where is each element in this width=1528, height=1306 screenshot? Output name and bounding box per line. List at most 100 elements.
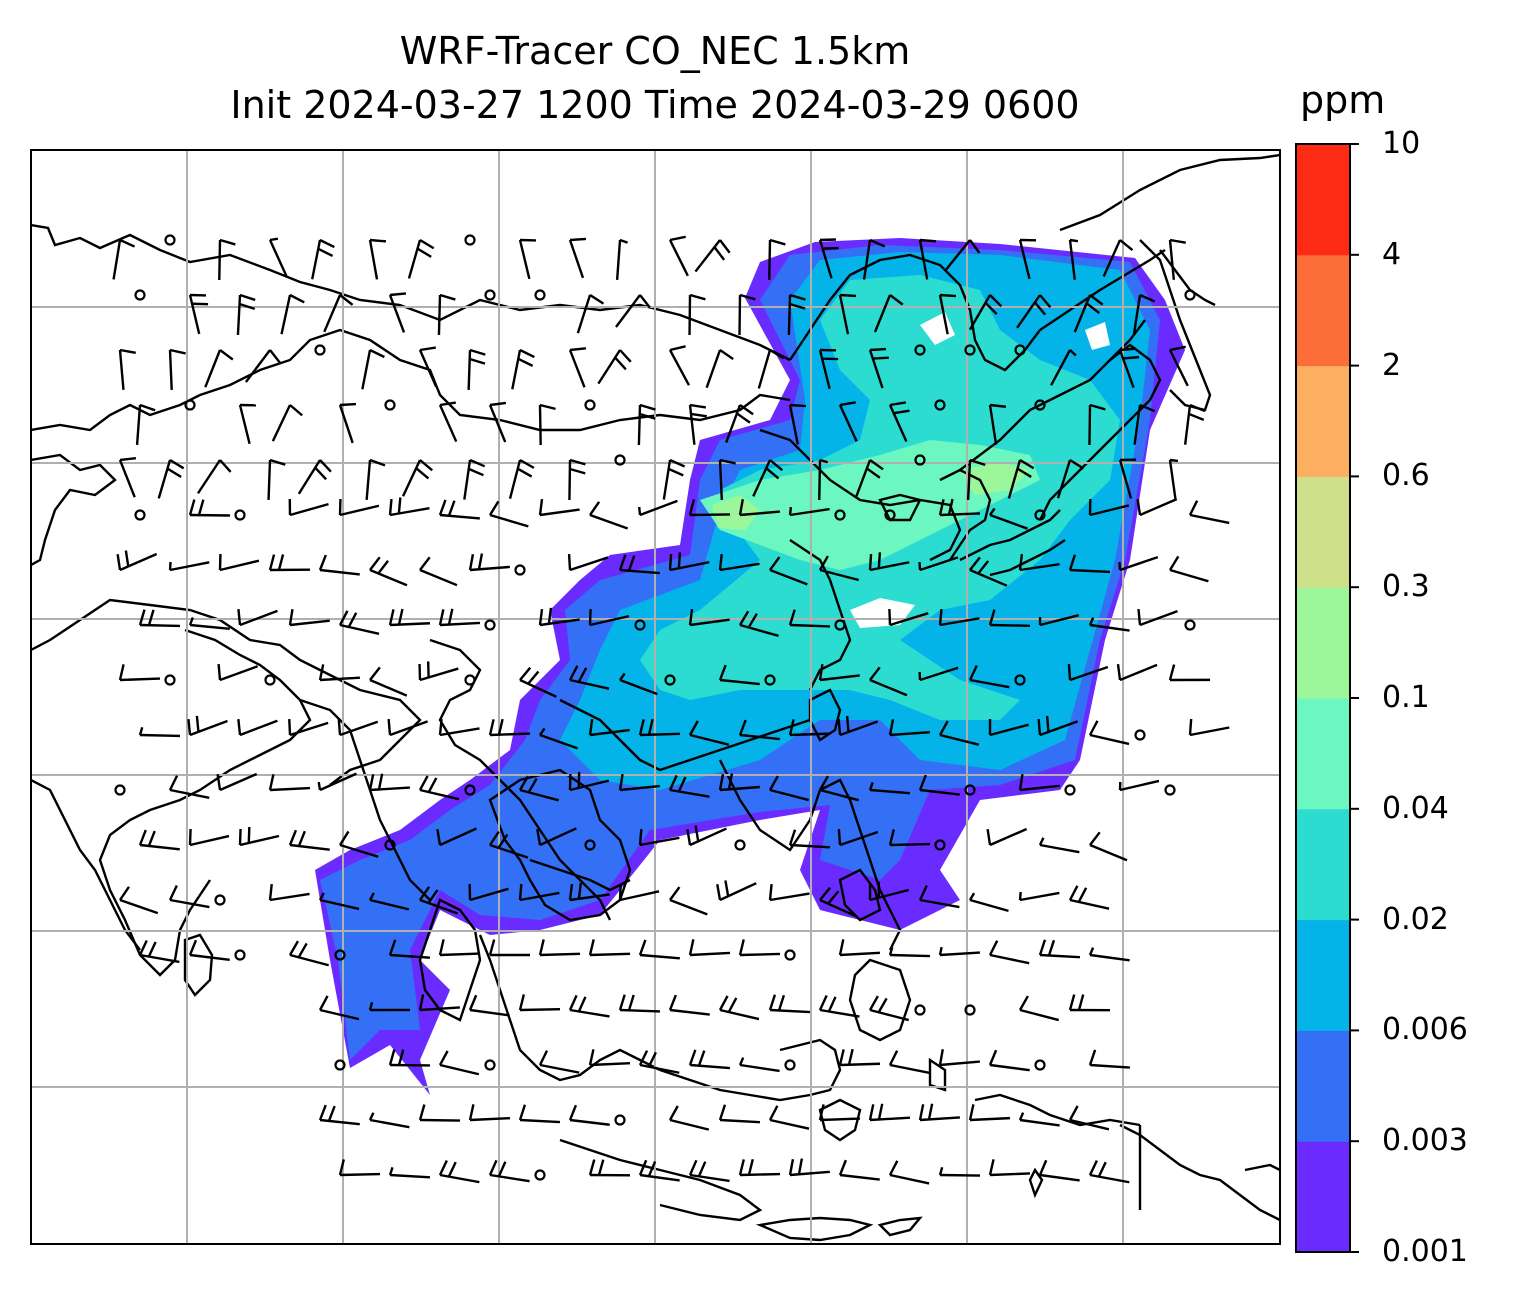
- colorbar: [1295, 143, 1359, 1253]
- wind-barb: [238, 826, 280, 847]
- wind-barb: [539, 727, 579, 750]
- wind-barb: [694, 239, 731, 273]
- wind-barb: [1016, 294, 1052, 329]
- wind-barb: [818, 1104, 861, 1122]
- wind-barb: [365, 458, 386, 500]
- wind-barb: [138, 829, 180, 851]
- calm-wind-marker: [884, 509, 896, 521]
- wind-barb: [323, 294, 354, 333]
- wind-barb: [1168, 238, 1186, 280]
- wind-barb: [615, 238, 628, 280]
- wind-barb: [668, 235, 689, 277]
- wind-barb: [418, 775, 460, 801]
- wind-barb: [407, 238, 435, 279]
- wind-barb: [768, 775, 810, 802]
- colorbar-tick-label: 0.006: [1382, 1012, 1468, 1048]
- colorbar-swatch: [1296, 254, 1350, 367]
- wind-barb: [188, 939, 230, 961]
- wind-barb: [854, 459, 884, 498]
- wind-barb: [988, 403, 1007, 445]
- map-content: [31, 150, 1280, 1244]
- wind-barb: [388, 292, 407, 333]
- wind-barb: [288, 940, 329, 967]
- wind-barb: [1168, 555, 1209, 583]
- wind-barb: [638, 939, 680, 960]
- wind-barb: [338, 402, 357, 444]
- wind-barb: [311, 238, 335, 280]
- wind-barb: [938, 608, 980, 627]
- wind-barb: [1038, 939, 1081, 959]
- colorbar-tick-label: 0.02: [1382, 901, 1449, 937]
- colorbar-tick-label: 4: [1382, 236, 1402, 272]
- wind-barb: [738, 1158, 781, 1177]
- wind-barb: [918, 774, 960, 796]
- wind-barb: [438, 608, 481, 627]
- wind-barb: [317, 772, 357, 792]
- wind-barb: [1038, 1159, 1080, 1182]
- colorbar-unit-label: ppm: [1300, 78, 1386, 122]
- wind-barb: [1118, 779, 1160, 792]
- wind-barb: [638, 718, 681, 737]
- wind-barb: [588, 1159, 631, 1177]
- wind-barb: [1037, 715, 1079, 737]
- wind-barb: [1068, 238, 1079, 280]
- wind-barb: [818, 348, 839, 390]
- wind-barb: [568, 882, 610, 902]
- wind-barb: [338, 610, 380, 635]
- wind-barb: [1183, 403, 1206, 445]
- wind-barb: [1056, 458, 1085, 499]
- calm-wind-marker: [384, 839, 396, 851]
- wind-barb: [618, 554, 660, 575]
- wind-barb: [718, 995, 760, 1021]
- wind-barb: [288, 718, 329, 737]
- wind-barb: [769, 556, 808, 586]
- wind-barb: [1088, 498, 1130, 517]
- wind-barb: [538, 939, 581, 957]
- wind-barb: [873, 294, 904, 333]
- wind-barb: [788, 1158, 830, 1177]
- wind-barb: [188, 617, 230, 631]
- wind-barb: [988, 1049, 1030, 1072]
- wind-barb: [588, 1049, 631, 1067]
- wind-barb: [268, 883, 310, 902]
- plume-gap-3: [1085, 322, 1110, 350]
- calm-wind-marker: [914, 454, 926, 466]
- wind-barb: [568, 347, 587, 388]
- calm-wind-marker: [1164, 784, 1176, 796]
- calm-wind-marker: [914, 1004, 926, 1016]
- wind-barb: [818, 775, 859, 802]
- wind-barb: [662, 458, 686, 500]
- wind-barb: [837, 715, 879, 737]
- wind-barb: [318, 1104, 360, 1126]
- colorbar-swatch: [1296, 144, 1350, 256]
- wind-barb: [1088, 1049, 1130, 1069]
- calm-wind-marker: [614, 454, 626, 466]
- wind-barb: [868, 995, 910, 1022]
- colorbar-tick-label: 2: [1382, 347, 1402, 383]
- wind-barb: [738, 719, 780, 741]
- wind-barb: [718, 553, 760, 572]
- wind-barb: [788, 506, 830, 517]
- wind-barb: [436, 827, 477, 847]
- colorbar-swatch: [1296, 587, 1350, 699]
- wind-barb: [1018, 1112, 1060, 1127]
- wind-barb: [438, 1050, 480, 1076]
- wind-barb: [196, 459, 232, 495]
- calm-wind-marker: [384, 399, 396, 411]
- wind-barb: [468, 553, 510, 572]
- wind-barb: [168, 348, 186, 391]
- wind-barb: [518, 994, 561, 1012]
- plume-max-layer: [712, 495, 760, 530]
- wind-barb: [188, 499, 231, 517]
- wind-barb: [1118, 555, 1159, 572]
- wind-barb: [1050, 349, 1077, 386]
- calm-wind-marker: [114, 784, 126, 796]
- wind-barb: [986, 827, 1028, 847]
- calm-wind-marker: [534, 1169, 546, 1181]
- colorbar-tick-label: 10: [1382, 126, 1421, 161]
- wind-barb: [868, 1103, 911, 1122]
- wind-barb: [318, 995, 360, 1021]
- wind-barb: [1018, 774, 1060, 792]
- wind-barb: [268, 554, 311, 572]
